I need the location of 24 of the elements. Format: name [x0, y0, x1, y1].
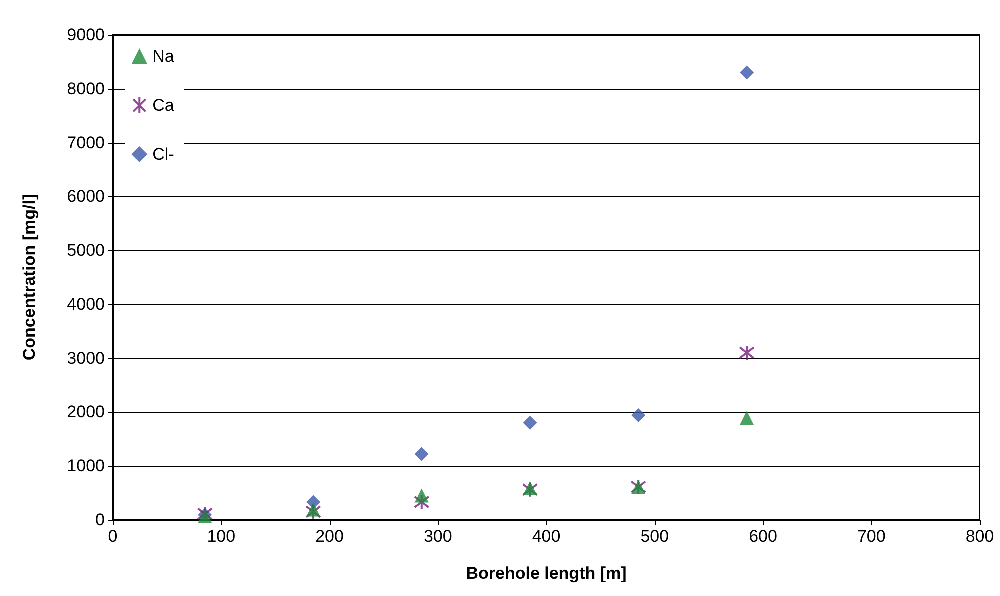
- x-tick-label: 400: [532, 527, 561, 546]
- y-tick-label: 2000: [67, 402, 105, 422]
- x-tick-label: 800: [966, 527, 994, 546]
- x-tick-label: 300: [424, 527, 452, 546]
- y-tick-label: 0: [96, 510, 105, 530]
- y-tick-label: 6000: [67, 187, 105, 206]
- x-tick-label: 700: [857, 527, 886, 546]
- y-tick-label: 4000: [67, 294, 105, 314]
- y-tick-label: 3000: [67, 348, 105, 368]
- y-tick-label: 9000: [67, 26, 105, 44]
- x-tick-label: 200: [316, 527, 344, 546]
- y-tick-label: 5000: [67, 241, 105, 260]
- y-tick-label: 8000: [67, 79, 105, 98]
- legend-label: Ca: [152, 96, 175, 115]
- x-tick-label: 0: [108, 527, 118, 546]
- y-tick-label: 1000: [67, 456, 105, 476]
- legend-label: Cl-: [152, 145, 174, 164]
- x-axis-title: Borehole length [m]: [466, 564, 627, 583]
- y-tick-label: 7000: [67, 133, 105, 152]
- legend-label: Na: [152, 47, 175, 66]
- y-axis-title: Concentration [mg/l]: [20, 194, 39, 361]
- x-tick-label: 600: [749, 527, 778, 546]
- x-tick-label: 100: [207, 527, 236, 546]
- x-tick-label: 500: [640, 527, 670, 546]
